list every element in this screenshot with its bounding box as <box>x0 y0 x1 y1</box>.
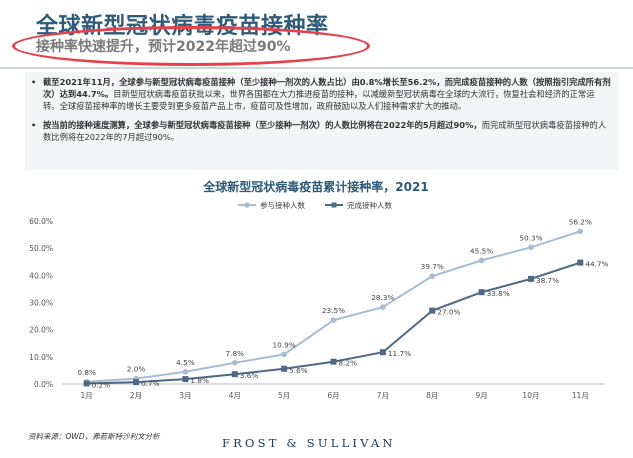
data-point <box>429 273 436 279</box>
data-label: 5.6% <box>289 366 308 375</box>
data-label: 39.7% <box>421 262 444 271</box>
series-line-2 <box>86 261 581 385</box>
legend-label: 参与接种人数 <box>260 200 305 210</box>
data-point <box>577 259 584 266</box>
vaccination-line-chart: 全球新型冠状病毒疫苗累计接种率，2021 参与接种人数 完成接种人数 0.0% 10… <box>29 179 608 400</box>
y-tick-label: 60.0% <box>29 217 53 226</box>
chart-title: 全球新型冠状病毒疫苗累计接种率，2021 <box>202 179 428 194</box>
bullet-1-bold: 截至2021年11月，全球参与新型冠状病毒疫苗接种（至少接种一剂次的人数占比）由… <box>43 77 611 100</box>
data-point <box>527 275 534 282</box>
chart-legend: 参与接种人数 完成接种人数 <box>238 200 392 210</box>
data-label: 7.8% <box>225 349 244 358</box>
data-point <box>281 351 287 358</box>
data-label: 33.8% <box>487 289 510 298</box>
data-label: 50.3% <box>519 233 542 242</box>
bullet-dot: • <box>31 119 37 130</box>
brand-logo: FROST & SULLIVAN <box>222 436 396 450</box>
data-point <box>330 358 337 365</box>
page-subtitle: 接种率快速提升，预计2022年超过90% <box>36 39 291 55</box>
data-label: 11.7% <box>388 349 411 358</box>
summary-bullet-1: • 截至2021年11月，全球参与新型冠状病毒疫苗接种（至少接种一剂次的人数占比… <box>31 76 611 113</box>
x-tick-label: 5月 <box>278 391 290 400</box>
data-label: 0.8% <box>77 368 96 377</box>
data-point <box>182 368 189 375</box>
data-label: 2.0% <box>127 365 146 374</box>
summary-box: • 截至2021年11月，全球参与新型冠状病毒疫苗接种（至少接种一剂次的人数占比… <box>25 72 619 170</box>
data-label: 56.2% <box>569 217 592 226</box>
bullet-1-text: 目新型冠状病毒疫苗获批以来，世界各国都在大力推进疫苗的接种，以减缓新型冠状病毒在… <box>43 89 595 112</box>
data-point <box>380 304 386 310</box>
data-point <box>182 376 189 383</box>
data-point <box>379 349 386 356</box>
data-point <box>528 244 534 251</box>
x-tick-label: 6月 <box>327 391 339 400</box>
y-tick-label: 50.0% <box>29 244 53 253</box>
x-tick-label: 2月 <box>130 391 142 400</box>
data-point <box>281 365 288 372</box>
x-tick-label: 9月 <box>475 391 487 400</box>
data-label: 44.7% <box>585 260 608 269</box>
data-label: 4.5% <box>176 358 195 367</box>
x-tick-label: 10月 <box>522 391 539 400</box>
data-point <box>478 289 485 296</box>
data-point <box>429 307 436 314</box>
y-tick-label: 20.0% <box>29 326 53 335</box>
data-label: 45.5% <box>470 246 493 255</box>
legend-marker <box>331 202 337 208</box>
data-label: 0.7% <box>141 379 160 388</box>
x-tick-label: 8月 <box>426 391 438 400</box>
data-point <box>133 379 140 386</box>
legend-marker <box>244 202 250 208</box>
data-label: 38.7% <box>536 276 559 285</box>
data-label: 27.0% <box>437 308 460 317</box>
source-note: 资料来源：OWD，弗若斯特沙利文分析 <box>28 432 160 441</box>
chart-axes: 0.0% 10.0% 20.0% 30.0% 40.0% 50.0% 60.0% 1月 2月 3月… <box>29 217 605 400</box>
data-label: 0.2% <box>92 380 111 389</box>
x-tick-label: 4月 <box>229 391 241 400</box>
bullet-2-text: 而完成新型冠状病毒疫苗接种的人数比例将在2022年的7月超过90%。 <box>43 119 607 142</box>
x-tick-label: 11月 <box>572 391 589 400</box>
y-tick-label: 40.0% <box>29 271 53 280</box>
data-point <box>577 228 584 235</box>
x-tick-label: 7月 <box>377 391 389 400</box>
data-point <box>330 317 337 323</box>
summary-bullet-2: • 按当前的接种速度测算，全球参与新型冠状病毒疫苗接种（至少接种一剂次）的人数比… <box>31 119 611 143</box>
data-point <box>231 371 238 378</box>
bullet-2-bold: 按当前的接种速度测算，全球参与新型冠状病毒疫苗接种（至少接种一剂次）的人数比例将… <box>43 119 482 130</box>
chart-series: 0.8% 2.0% 4.5% 7.8% 10.9% 23.5% 28.3% 39.7% 45.5… <box>77 217 608 389</box>
title-divider <box>0 67 633 69</box>
data-label: 1.8% <box>190 376 209 385</box>
data-label: 10.9% <box>273 340 296 349</box>
data-label: 3.6% <box>240 371 259 380</box>
data-point <box>231 360 238 366</box>
legend-label: 完成接种人数 <box>347 200 392 210</box>
data-label: 28.3% <box>371 293 394 302</box>
highlight-ellipse <box>12 26 370 66</box>
y-tick-label: 30.0% <box>29 299 53 308</box>
y-tick-label: 10.0% <box>29 353 53 362</box>
data-label: 8.2% <box>339 359 358 368</box>
data-label: 23.5% <box>322 306 345 315</box>
x-tick-label: 1月 <box>81 391 93 400</box>
y-tick-label: 0.0% <box>34 380 53 389</box>
data-point <box>83 380 90 387</box>
data-point <box>478 257 485 264</box>
bullet-dot: • <box>31 77 37 87</box>
x-tick-label: 3月 <box>179 391 191 400</box>
